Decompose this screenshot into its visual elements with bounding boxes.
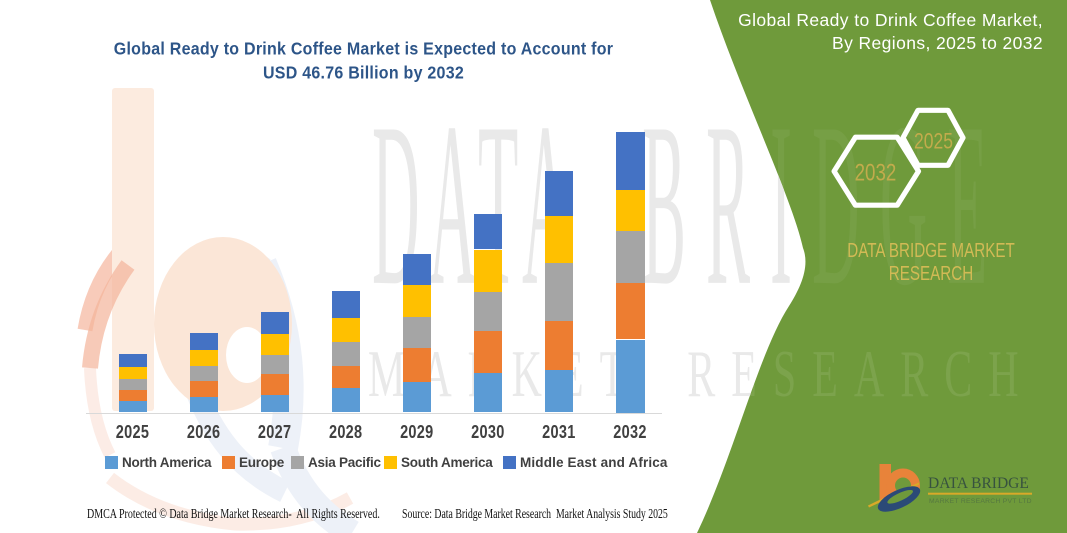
svg-text:MARKET RESEARCH PVT LTD: MARKET RESEARCH PVT LTD <box>929 498 1032 505</box>
svg-text:2032: 2032 <box>855 159 897 186</box>
svg-text:2025: 2025 <box>914 130 953 155</box>
svg-text:DATA BRIDGE: DATA BRIDGE <box>928 475 1029 492</box>
svg-text:MARKET RESEARCH: MARKET RESEARCH <box>368 337 1035 411</box>
